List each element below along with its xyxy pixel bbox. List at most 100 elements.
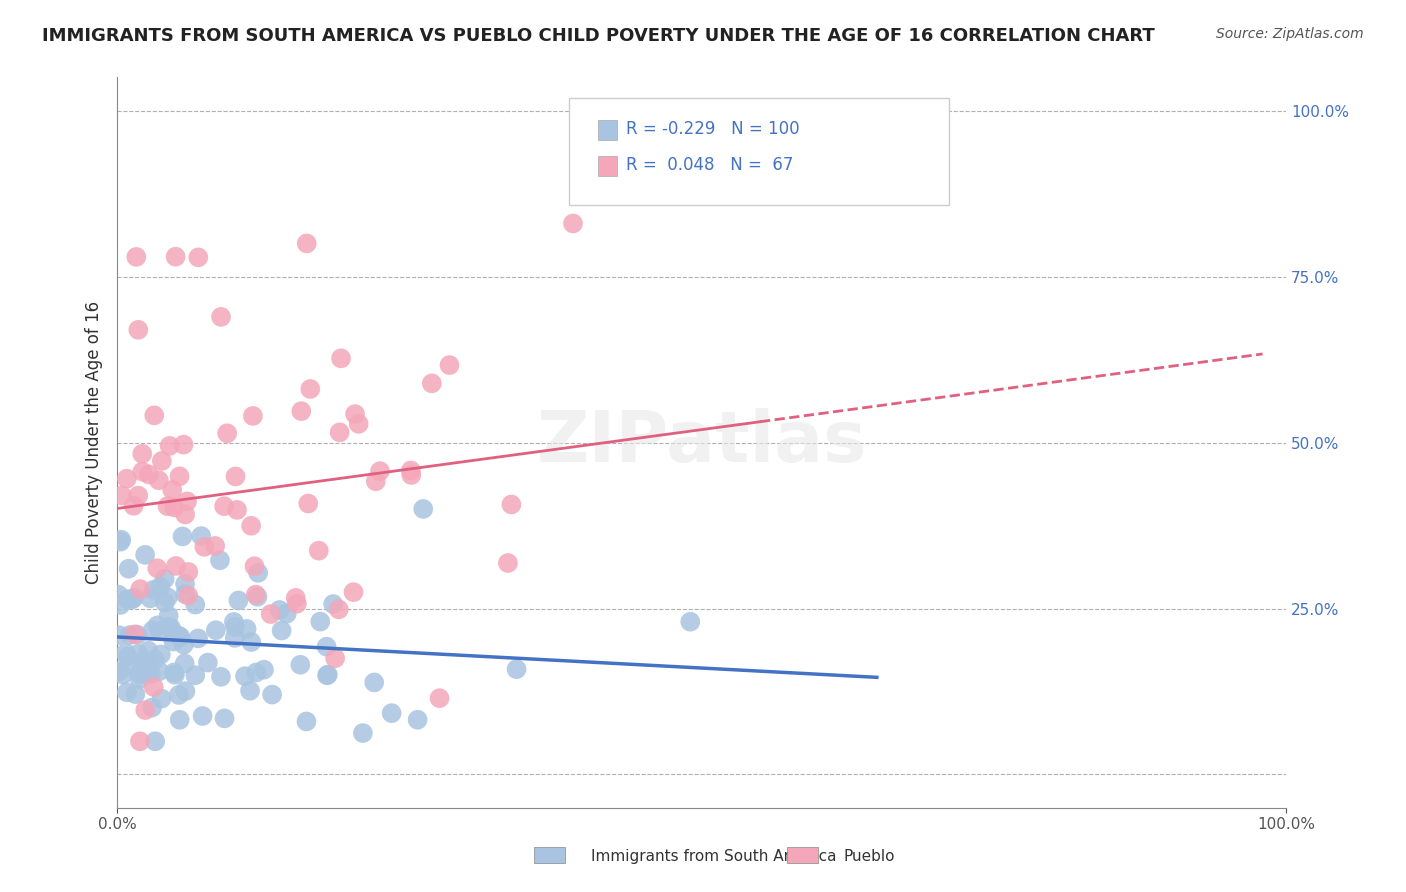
Point [160,621,183,635]
Point [108,665,131,679]
Point [233,669,256,683]
Point [111,489,134,503]
Point [297,497,319,511]
Point [439,358,461,372]
Point [363,675,385,690]
Point [347,417,370,431]
Point [110,534,132,549]
Point [107,588,129,602]
Point [187,251,209,265]
Point [217,426,239,441]
Point [149,580,172,594]
Point [143,734,166,748]
Point [290,404,312,418]
Point [148,473,170,487]
Point [163,665,186,680]
Point [131,447,153,461]
Point [247,566,270,580]
Point [224,620,246,634]
Point [115,472,138,486]
Point [228,593,250,607]
Point [117,592,139,607]
Point [122,591,145,605]
Point [156,591,179,605]
Point [149,624,172,639]
Point [401,467,423,482]
Point [172,529,194,543]
Point [162,634,184,648]
Point [240,635,263,649]
Point [143,652,166,666]
Point [412,502,434,516]
Point [142,582,165,597]
Point [259,607,281,621]
Point [322,597,344,611]
Point [328,602,350,616]
Point [224,631,246,645]
Point [184,668,207,682]
Point [246,590,269,604]
Text: Immigrants from South America: Immigrants from South America [591,849,837,863]
Point [173,437,195,451]
Point [163,500,186,515]
Point [173,657,195,671]
Point [197,656,219,670]
Point [342,585,364,599]
Text: R = -0.229   N = 100: R = -0.229 N = 100 [626,120,799,138]
Point [163,668,186,682]
Point [129,734,152,748]
Point [253,663,276,677]
Point [167,688,190,702]
Point [177,589,200,603]
Point [285,597,308,611]
Point [329,425,352,440]
Point [127,647,149,661]
Point [225,469,247,483]
Point [127,323,149,337]
Point [177,565,200,579]
Point [242,409,264,423]
Point [146,618,169,632]
Point [174,508,197,522]
Point [187,632,209,646]
Point [128,672,150,686]
Point [208,553,231,567]
Point [240,518,263,533]
Point [176,494,198,508]
Point [174,684,197,698]
Point [129,667,152,681]
Point [160,483,183,497]
Point [121,592,143,607]
Point [124,627,146,641]
Point [190,529,212,543]
Point [235,622,257,636]
Point [290,657,312,672]
Point [364,475,387,489]
Point [122,499,145,513]
Point [352,726,374,740]
Point [406,713,429,727]
Point [420,376,443,391]
Point [143,409,166,423]
Point [222,615,245,629]
Point [368,464,391,478]
Point [157,608,180,623]
Point [117,562,139,576]
Point [132,654,155,668]
Point [153,595,176,609]
Point [214,711,236,725]
Point [245,588,267,602]
Point [269,603,291,617]
Point [142,624,165,638]
Point [148,665,170,679]
Point [173,638,195,652]
Point [129,665,152,679]
Point [169,713,191,727]
Point [110,598,132,612]
Point [308,543,330,558]
Point [136,658,159,673]
Point [184,598,207,612]
Y-axis label: Child Poverty Under the Age of 16: Child Poverty Under the Age of 16 [86,301,103,584]
Point [139,591,162,606]
Point [295,714,318,729]
